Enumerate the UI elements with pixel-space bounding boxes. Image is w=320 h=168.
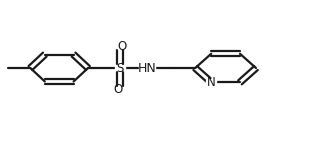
Bar bbox=[113, 88, 124, 92]
Bar bbox=[139, 66, 155, 70]
Bar bbox=[115, 66, 125, 70]
Text: HN: HN bbox=[138, 61, 156, 75]
Text: S: S bbox=[116, 61, 124, 75]
Text: N: N bbox=[207, 76, 216, 89]
Bar bbox=[116, 44, 128, 48]
Text: O: O bbox=[114, 83, 123, 96]
Bar bbox=[206, 80, 216, 84]
Text: O: O bbox=[118, 40, 127, 53]
